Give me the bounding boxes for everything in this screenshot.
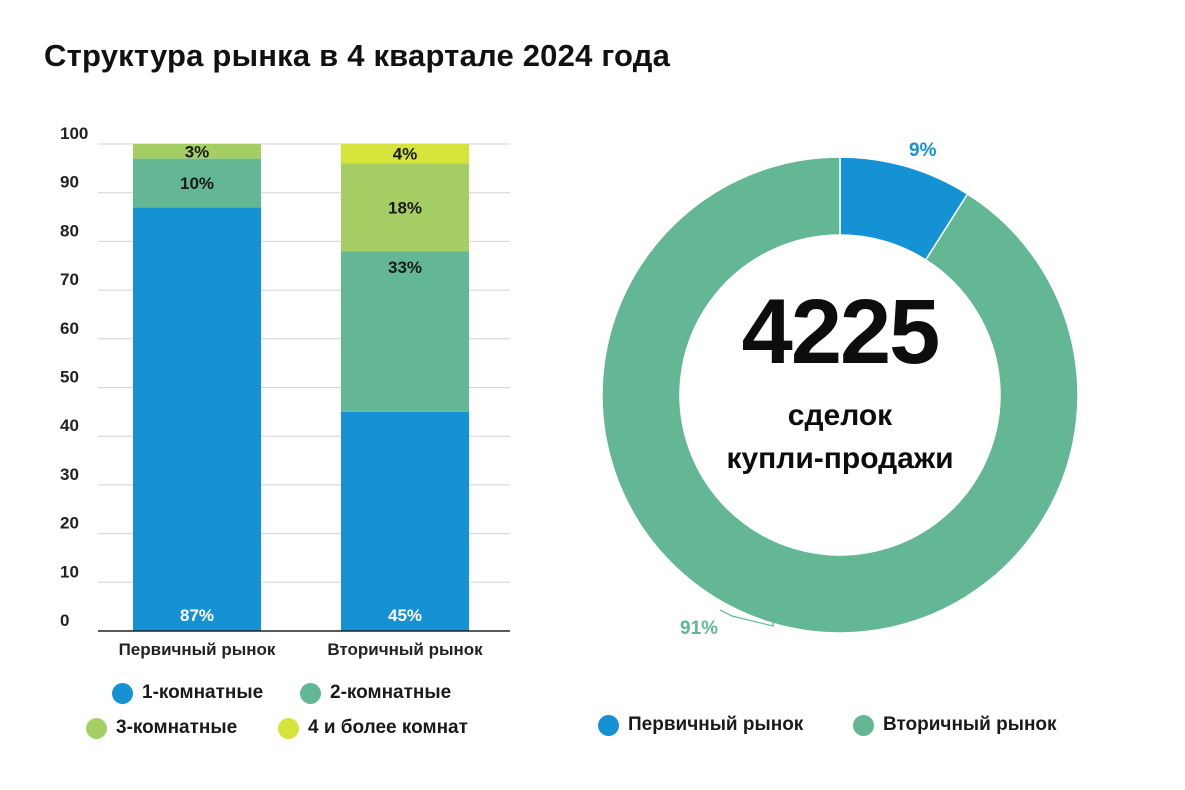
data-label: 10% (180, 174, 214, 193)
legend-item-two-room: 2-комнатные (300, 682, 451, 704)
x-category-label: Первичный рынок (119, 640, 276, 659)
legend-dot-two-room (300, 682, 321, 704)
data-label: 3% (185, 142, 210, 161)
y-tick-label: 10 (60, 562, 79, 581)
legend-label: 3-комнатные (116, 717, 238, 738)
legend-label: Первичный рынок (628, 714, 804, 735)
data-label: 45% (388, 606, 422, 625)
data-label: 4% (393, 145, 418, 164)
legend-item-one-room: 1-комнатные (112, 682, 263, 704)
legend-label: 4 и более комнат (308, 717, 468, 738)
bar-segment (341, 251, 469, 412)
legend-dot-one-room (112, 682, 133, 704)
center-label: купли-продажи (726, 442, 953, 475)
y-tick-label: 60 (60, 319, 79, 338)
y-tick-label: 40 (60, 416, 79, 435)
page-title: Структура рынка в 4 квартале 2024 года (44, 38, 671, 73)
data-label: 33% (388, 258, 422, 277)
legend-dot-three-room (86, 717, 107, 739)
legend-label: Вторичный рынок (883, 714, 1057, 735)
bar-segment (133, 158, 261, 208)
slice-label: 91% (680, 618, 718, 639)
y-tick-label: 100 (60, 124, 88, 143)
bar-segment (133, 207, 261, 631)
legend-label: 2-комнатные (330, 682, 452, 703)
bar-segment (341, 163, 469, 252)
legend-dot-four-plus (278, 717, 299, 739)
legend-item-three-room: 3-комнатные (86, 717, 237, 739)
bar-segment (341, 411, 469, 631)
legend-item-primary: Первичный рынок (598, 714, 803, 736)
y-tick-label: 0 (60, 611, 69, 630)
y-tick-label: 90 (60, 173, 79, 192)
donut-chart: 9% 91% 4225 сделок купли-продажи (601, 140, 1079, 639)
center-label: сделок (788, 399, 893, 432)
slice-label: 9% (909, 140, 937, 161)
legend-dot-secondary (853, 714, 874, 736)
legend-item-four-plus: 4 и более комнат (278, 717, 468, 739)
y-tick-label: 20 (60, 514, 79, 533)
bar-segment (133, 144, 261, 159)
data-label: 87% (180, 606, 214, 625)
bar-segment (341, 144, 469, 164)
y-tick-label: 50 (60, 368, 79, 387)
y-tick-label: 30 (60, 465, 79, 484)
y-tick-label: 70 (60, 270, 79, 289)
x-category-label: Вторичный рынок (327, 640, 483, 659)
stacked-bar-chart: 0 10 20 30 40 50 60 70 80 90 100 87% 10% 3% Первичный … (60, 124, 510, 659)
legend-item-secondary: Вторичный рынок (853, 714, 1057, 736)
leader-line (719, 609, 774, 627)
data-label: 18% (388, 198, 422, 217)
y-tick-label: 80 (60, 221, 79, 240)
legend-dot-primary (598, 714, 619, 736)
center-value: 4225 (742, 281, 939, 383)
donut-slice (601, 156, 1079, 634)
legend-label: 1-комнатные (142, 682, 264, 703)
